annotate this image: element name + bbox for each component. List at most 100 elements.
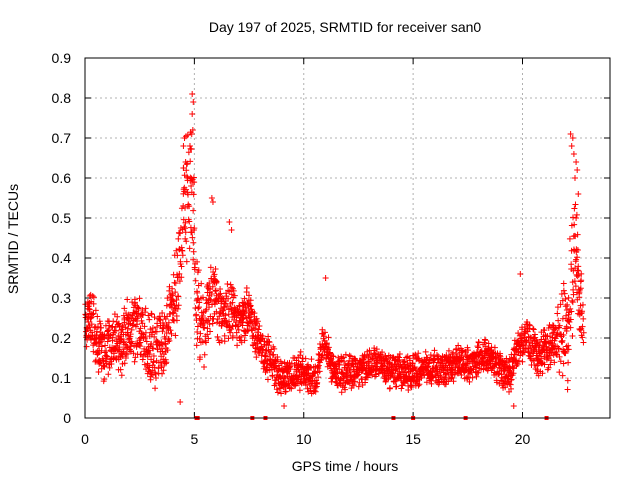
data-point [179, 252, 186, 259]
data-point [162, 341, 169, 348]
data-point [209, 199, 216, 205]
data-point [124, 296, 131, 303]
data-point [252, 348, 259, 355]
data-point [206, 321, 213, 328]
data-point [194, 329, 201, 336]
data-point [98, 324, 105, 331]
data-point [274, 368, 281, 375]
y-tick-label: 0.7 [52, 130, 72, 146]
data-point [526, 322, 533, 329]
data-point [121, 360, 128, 367]
data-point [199, 294, 206, 301]
data-point [312, 388, 319, 395]
data-point [231, 304, 238, 311]
data-point [578, 270, 585, 277]
data-point [146, 316, 153, 323]
data-point [560, 360, 567, 367]
data-point [145, 347, 152, 354]
data-point [574, 247, 581, 254]
data-point [559, 337, 566, 344]
data-point [530, 325, 537, 332]
data-point [559, 372, 566, 379]
data-point [470, 358, 477, 365]
data-point [400, 358, 407, 365]
data-point [541, 361, 548, 368]
data-point [224, 280, 231, 287]
data-point [176, 278, 183, 285]
data-point [569, 297, 576, 304]
data-point [508, 385, 515, 392]
data-point [151, 364, 158, 371]
data-point [535, 372, 542, 379]
data-point [580, 329, 587, 336]
data-point [531, 361, 538, 368]
data-point [187, 158, 194, 165]
data-point [407, 382, 414, 389]
data-point [190, 256, 197, 263]
data-point [506, 388, 513, 395]
data-point [396, 351, 403, 358]
data-point [89, 293, 96, 300]
data-point [526, 352, 533, 359]
data-point [127, 331, 134, 338]
data-point [129, 322, 136, 329]
data-point [269, 352, 276, 359]
data-point [222, 317, 229, 324]
data-point [566, 235, 573, 242]
data-point [188, 131, 195, 138]
data-point [85, 319, 92, 326]
data-point [239, 299, 246, 306]
data-point [514, 361, 521, 368]
data-point [579, 308, 586, 315]
data-point [188, 183, 195, 189]
data-point [465, 374, 472, 381]
data-point [192, 277, 199, 284]
data-point [408, 382, 415, 389]
data-point [458, 372, 465, 379]
data-point [302, 355, 309, 362]
data-point [213, 280, 220, 286]
data-point [199, 312, 206, 319]
data-point [89, 311, 96, 318]
data-point [137, 325, 144, 332]
data-point [254, 318, 261, 325]
data-point [159, 370, 166, 377]
data-point [131, 358, 138, 365]
data-point [568, 143, 575, 149]
data-point [207, 264, 214, 271]
data-point [127, 343, 134, 350]
data-point [160, 367, 167, 374]
data-point [227, 329, 234, 336]
data-point [467, 365, 474, 372]
data-point [373, 346, 380, 353]
data-point [201, 351, 208, 358]
data-point [225, 335, 232, 342]
data-point [181, 223, 188, 230]
data-point [298, 380, 305, 387]
data-point [541, 327, 548, 334]
data-point [174, 252, 181, 259]
data-point [427, 351, 434, 358]
data-point [271, 345, 278, 352]
x-tick-label: 20 [515, 431, 531, 447]
data-point [482, 337, 489, 344]
data-point [333, 365, 340, 372]
data-point [159, 310, 166, 317]
data-point [371, 350, 378, 357]
data-point [172, 280, 179, 287]
data-point [336, 380, 343, 387]
data-point [108, 360, 115, 367]
data-point [130, 309, 137, 316]
data-point [271, 366, 278, 373]
data-point [572, 283, 579, 290]
data-point [178, 263, 185, 270]
data-point [562, 303, 569, 310]
data-point [168, 330, 175, 337]
data-point [191, 225, 198, 232]
data-point [519, 342, 526, 349]
data-point [191, 179, 198, 186]
data-point [431, 347, 438, 354]
data-point [549, 334, 556, 341]
data-point [350, 382, 357, 389]
